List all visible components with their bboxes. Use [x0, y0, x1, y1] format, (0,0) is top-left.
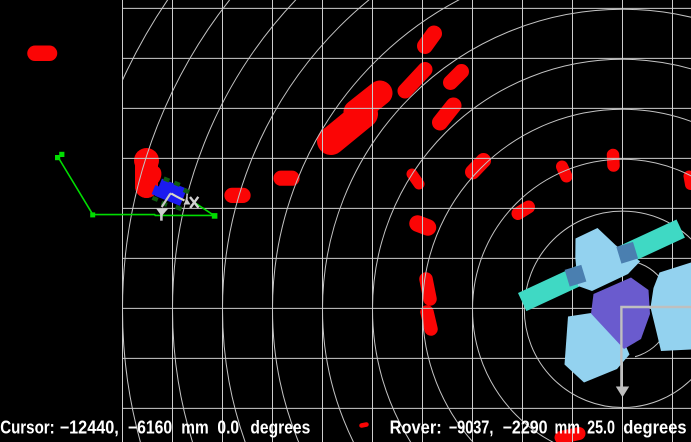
svg-text:−6160: −6160	[128, 418, 172, 438]
svg-text:0.0: 0.0	[217, 418, 239, 438]
svg-text:Cursor:: Cursor:	[0, 418, 55, 438]
svg-text:Rover:: Rover:	[390, 418, 442, 438]
svg-text:−12440,: −12440,	[60, 418, 119, 438]
svg-text:25.0: 25.0	[587, 418, 615, 438]
svg-text:mm: mm	[181, 418, 208, 438]
svg-text:degrees: degrees	[250, 418, 310, 438]
svg-text:−2290: −2290	[503, 418, 548, 438]
svg-text:−9037,: −9037,	[449, 418, 494, 438]
svg-text:mm: mm	[555, 418, 581, 438]
svg-text:degrees: degrees	[623, 418, 686, 438]
